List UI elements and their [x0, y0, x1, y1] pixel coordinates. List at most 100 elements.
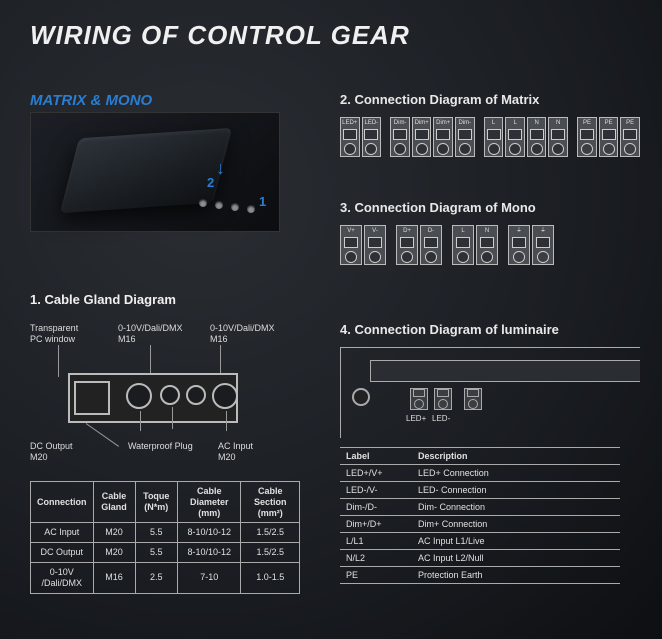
- terminal-screw-icon: [416, 143, 428, 155]
- terminal: LED-: [362, 117, 382, 157]
- table-row: LED-/V-LED- Connection: [340, 482, 620, 499]
- table-cell: 5.5: [135, 543, 178, 563]
- terminal-screw-icon: [552, 143, 564, 155]
- leader-line: [172, 407, 173, 429]
- section4-heading: 4. Connection Diagram of luminaire: [340, 322, 640, 337]
- luminaire-terminal-ledp: [410, 388, 428, 410]
- cable-gland-table: Connection Cable Gland Toque (N*m) Cable…: [30, 481, 300, 594]
- table-cell: LED+/V+: [340, 465, 412, 482]
- terminal-screw-icon: [513, 251, 525, 263]
- table-cell: M20: [93, 543, 135, 563]
- port-icon: [199, 199, 207, 207]
- terminal-slot-icon: [456, 237, 470, 249]
- arrow-down-icon: ↓: [216, 158, 225, 179]
- terminal-slot-icon: [551, 129, 565, 141]
- terminal-label: V-: [372, 227, 378, 236]
- terminal-label: D-: [428, 227, 434, 236]
- section3-heading: 3. Connection Diagram of Mono: [340, 200, 640, 215]
- table-cell: 1.5/2.5: [241, 543, 300, 563]
- luminaire-gland-icon: [352, 388, 370, 406]
- table-cell: 8-10/10-12: [178, 543, 241, 563]
- product-photo: ↓ 2 1: [30, 112, 280, 232]
- table-cell: Protection Earth: [412, 567, 620, 584]
- col-label: Label: [340, 448, 412, 465]
- col-section: Cable Section (mm²): [241, 482, 300, 523]
- luminaire-terminal-ledm: [434, 388, 452, 410]
- table-row: 0-10V /Dali/DMXM162.57-101.0-1.5: [31, 562, 300, 593]
- leader-line: [140, 411, 141, 431]
- section-matrix-connection: 2. Connection Diagram of Matrix LED+LED-…: [340, 92, 640, 157]
- terminal-slot-icon: [480, 237, 494, 249]
- table-cell: LED-/V-: [340, 482, 412, 499]
- subtitle: MATRIX & MONO: [30, 92, 152, 109]
- terminal: ⏚: [532, 225, 554, 265]
- cable-gland-diagram: Transparent PC window 0-10V/Dali/DMX M16…: [30, 323, 290, 463]
- terminal: Dim-: [390, 117, 410, 157]
- table-cell: AC Input: [31, 523, 94, 543]
- terminal: L: [505, 117, 525, 157]
- terminal-slot-icon: [512, 237, 526, 249]
- table-row: L/L1AC Input L1/Live: [340, 533, 620, 550]
- terminal: Dim+: [433, 117, 453, 157]
- terminal-label: L: [461, 227, 464, 236]
- leader-line: [220, 345, 221, 375]
- terminal-slot-icon: [415, 129, 429, 141]
- col-gland: Cable Gland: [93, 482, 135, 523]
- page-title: WIRING OF CONTROL GEAR: [30, 20, 410, 51]
- terminal-screw-icon: [425, 251, 437, 263]
- terminal: N: [476, 225, 498, 265]
- table-row: AC InputM205.58-10/10-121.5/2.5: [31, 523, 300, 543]
- label-dc-output: DC Output M20: [30, 441, 84, 463]
- terminal-label: N: [485, 227, 489, 236]
- label-ac-input: AC Input M20: [218, 441, 268, 463]
- lum-label-ledp: LED+: [406, 414, 426, 423]
- table-cell: 1.5/2.5: [241, 523, 300, 543]
- terminal-screw-icon: [365, 143, 377, 155]
- table-cell: PE: [340, 567, 412, 584]
- terminal-label: ⏚: [540, 227, 546, 236]
- terminal-label: V+: [347, 227, 355, 236]
- terminal-screw-icon: [581, 143, 593, 155]
- terminal: ⏚: [508, 225, 530, 265]
- terminal: PE: [577, 117, 597, 157]
- port-icon: [247, 205, 255, 213]
- leader-line: [150, 345, 151, 375]
- terminal-label: ⏚: [516, 227, 522, 236]
- table-cell: LED+ Connection: [412, 465, 620, 482]
- terminal-label: L: [513, 119, 516, 128]
- col-description: Description: [412, 448, 620, 465]
- leader-line: [86, 423, 119, 447]
- table-cell: 7-10: [178, 562, 241, 593]
- terminal: V+: [340, 225, 362, 265]
- terminal: D+: [396, 225, 418, 265]
- gland-m20-ac: [212, 383, 238, 409]
- terminal-slot-icon: [344, 237, 358, 249]
- terminal-label: D+: [403, 227, 411, 236]
- leader-line: [226, 411, 227, 431]
- section1-heading: 1. Cable Gland Diagram: [30, 292, 310, 307]
- terminal-screw-icon: [394, 143, 406, 155]
- table-cell: Dim- Connection: [412, 499, 620, 516]
- table-cell: L/L1: [340, 533, 412, 550]
- table-cell: M20: [93, 523, 135, 543]
- port-icon: [215, 201, 223, 209]
- terminal-slot-icon: [530, 129, 544, 141]
- label-description-table: Label Description LED+/V+LED+ Connection…: [340, 447, 620, 584]
- table-cell: N/L2: [340, 550, 412, 567]
- luminaire-diagram: LED+ LED-: [340, 347, 640, 437]
- table-cell: 0-10V /Dali/DMX: [31, 562, 94, 593]
- photo-marker-1: 1: [259, 194, 266, 209]
- terminal: PE: [620, 117, 640, 157]
- terminal-screw-icon: [457, 251, 469, 263]
- table-cell: DC Output: [31, 543, 94, 563]
- terminal: L: [452, 225, 474, 265]
- terminal-slot-icon: [580, 129, 594, 141]
- table-row: LED+/V+LED+ Connection: [340, 465, 620, 482]
- label-waterproof: Waterproof Plug: [128, 441, 193, 452]
- table-cell: Dim+/D+: [340, 516, 412, 533]
- table-cell: LED- Connection: [412, 482, 620, 499]
- table-cell: Dim-/D-: [340, 499, 412, 516]
- pc-window: [74, 381, 110, 415]
- terminal-screw-icon: [624, 143, 636, 155]
- table-cell: 8-10/10-12: [178, 523, 241, 543]
